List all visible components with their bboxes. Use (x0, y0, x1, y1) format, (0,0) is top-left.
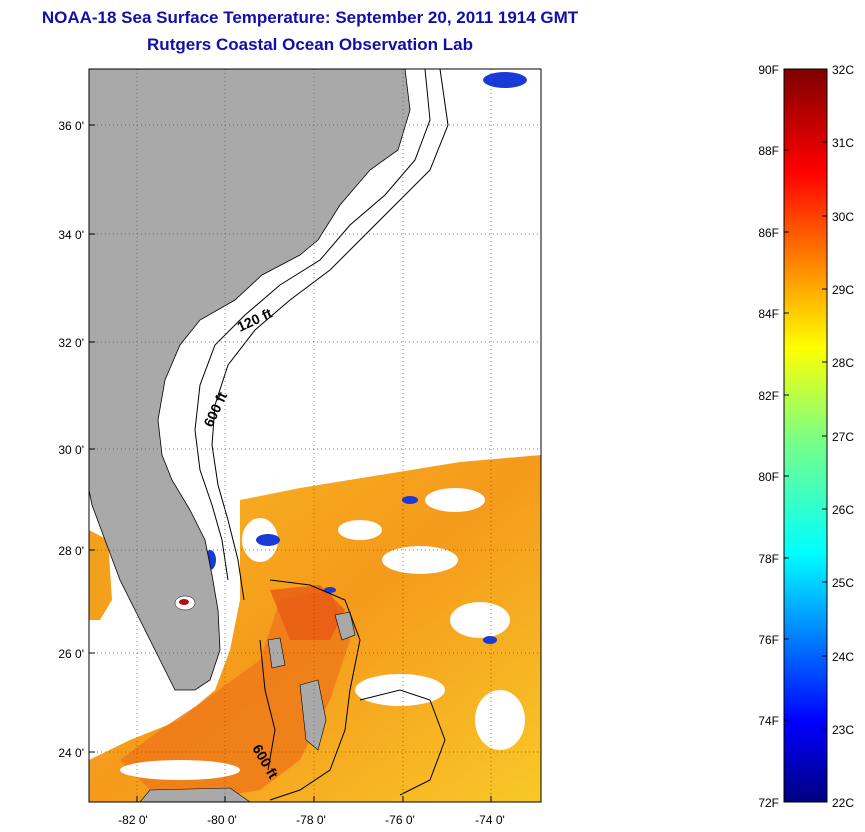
colorbar-c-label: 29C (832, 283, 854, 297)
colorbar-f-label: 90F (758, 63, 779, 77)
map-subtitle: Rutgers Coastal Ocean Observation Lab (147, 35, 473, 54)
lake-warm-pixel (179, 599, 189, 605)
sst-warm-patch (270, 585, 345, 640)
colorbar (783, 68, 828, 803)
colorbar-f-label: 76F (758, 633, 779, 647)
colorbar-c-label: 23C (832, 723, 854, 737)
lon-label: -74 0' (475, 813, 505, 827)
colorbar-c-label: 25C (832, 576, 854, 590)
bathymetry-contours (194, 69, 449, 801)
sst-warm-core (120, 590, 350, 800)
lat-label: 26 0' (58, 647, 84, 661)
lat-label: 32 0' (58, 336, 84, 350)
colorbar-c-label: 30C (832, 210, 854, 224)
lon-label: -78 0' (296, 813, 326, 827)
colorbar-ticks (784, 141, 827, 730)
lat-label: 30 0' (58, 443, 84, 457)
lon-label: -76 0' (385, 813, 415, 827)
lat-label: 24 0' (58, 746, 84, 760)
colorbar-c-label: 24C (832, 650, 854, 664)
colorbar-f-label: 88F (758, 144, 779, 158)
map-axis-ticks (89, 124, 492, 802)
lat-label: 34 0' (58, 228, 84, 242)
colorbar-f-label: 86F (758, 226, 779, 240)
colorbar-c-label: 27C (832, 430, 854, 444)
cloud-gaps (120, 488, 525, 780)
map-grid (89, 69, 541, 802)
colorbar-c-label: 32C (832, 63, 854, 77)
sst-west-strip (89, 530, 112, 620)
lat-label: 28 0' (58, 544, 84, 558)
colorbar-f-label: 82F (758, 389, 779, 403)
colorbar-c-label: 28C (832, 356, 854, 370)
colorbar-c-label: 22C (832, 796, 854, 810)
map-title: NOAA-18 Sea Surface Temperature: Septemb… (41, 8, 579, 27)
lon-label: -80 0' (207, 813, 237, 827)
colorbar-f-label: 78F (758, 552, 779, 566)
colorbar-f-label: 80F (758, 470, 779, 484)
colorbar-c-label: 26C (832, 503, 854, 517)
colorbar-f-label: 84F (758, 307, 779, 321)
lat-label: 36 0' (58, 119, 84, 133)
map-frame (88, 68, 542, 803)
colorbar-f-label: 74F (758, 714, 779, 728)
bahamas-islands (139, 611, 356, 802)
lon-label: -82 0' (118, 813, 148, 827)
colorbar-c-label: 31C (832, 136, 854, 150)
land-mass (89, 69, 411, 691)
colorbar-f-label: 72F (758, 796, 779, 810)
